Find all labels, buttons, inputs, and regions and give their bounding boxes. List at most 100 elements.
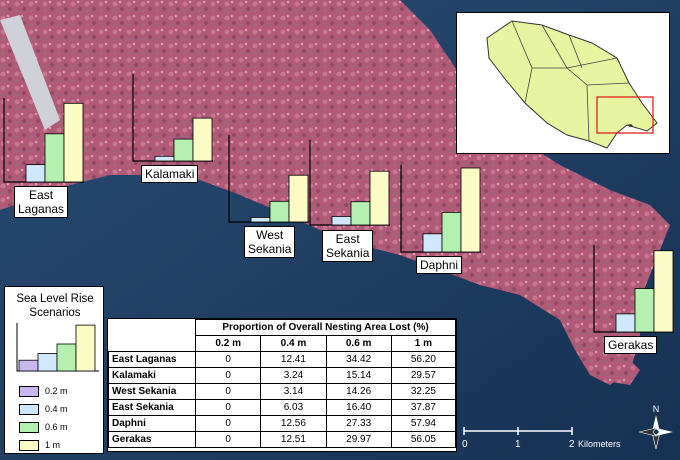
table-column-header: 1 m — [390, 335, 457, 352]
legend-swatch — [19, 404, 39, 416]
table-column-header: 0.6 m — [325, 335, 392, 352]
bar-04m — [25, 164, 46, 183]
table-cell: 57.94 — [390, 415, 457, 432]
site-chart-kalamaki — [132, 74, 213, 162]
bar-1m — [369, 170, 390, 226]
table-cell: 12.41 — [260, 351, 327, 368]
north-arrow-icon: N — [638, 404, 673, 450]
table-corner — [108, 335, 197, 352]
bar-04m — [615, 313, 636, 333]
bar-06m — [634, 288, 655, 333]
table-cell: 0 — [195, 383, 262, 400]
land-mass — [0, 0, 670, 385]
bar-06m — [173, 138, 194, 162]
table-row: East Laganas 0 12.41 34.42 56.20 — [107, 351, 457, 368]
district-lines — [511, 20, 630, 142]
bar-06m — [44, 133, 65, 183]
table-cell: 16.40 — [325, 399, 392, 416]
nesting-area-table: Proportion of Overall Nesting Area Lost … — [107, 318, 457, 452]
site-label-kalamaki: Kalamaki — [141, 165, 199, 183]
bar-06m — [269, 200, 290, 223]
legend-item-1m: 1 m — [19, 439, 60, 452]
legend-swatch — [19, 440, 39, 452]
table-cell: 29.97 — [325, 431, 392, 448]
table-cell: 56.05 — [390, 431, 457, 448]
site-chart-east-sekania — [309, 139, 390, 226]
table-cell: 3.14 — [260, 383, 327, 400]
legend-item-0-6m: 0.6 m — [19, 421, 68, 434]
bar-04m — [154, 155, 175, 162]
bar-04m — [331, 216, 352, 226]
table-row-site: West Sekania — [107, 383, 197, 400]
table-row: Kalamaki 0 3.24 15.14 29.57 — [107, 367, 457, 384]
legend-title: Sea Level Rise Scenarios — [16, 293, 94, 319]
legend-label: 0.6 m — [45, 422, 68, 432]
scale-bar: 0 1 2 Kilometers — [462, 427, 621, 450]
table-cell: 0 — [195, 351, 262, 368]
scale-tick-1: 1 — [515, 439, 521, 450]
table-cell: 14.26 — [325, 383, 392, 400]
site-label-west-sekania: West Sekania — [244, 226, 296, 258]
bar-06m — [441, 211, 462, 253]
legend-sample-bar — [75, 324, 96, 372]
legend-sample-bar — [18, 359, 39, 372]
bar-1m — [63, 102, 84, 183]
site-label-east-sekania: East Sekania — [322, 230, 374, 262]
bar-04m — [422, 233, 443, 253]
legend-item-0-2m: 0.2 m — [19, 385, 68, 398]
legend-label: 1 m — [45, 440, 61, 450]
scale-unit: Kilometers — [578, 439, 621, 449]
airport-strip — [0, 15, 60, 130]
table-row-site: Kalamaki — [107, 367, 197, 384]
site-label-east-laganas: East Laganas — [14, 186, 69, 218]
scale-tick-0: 0 — [462, 439, 468, 450]
table-cell: 12.56 — [260, 415, 327, 432]
table-cell: 15.14 — [325, 367, 392, 384]
bar-1m — [288, 174, 309, 223]
table-cell: 37.87 — [390, 399, 457, 416]
site-chart-daphni — [400, 165, 481, 253]
bar-1m — [653, 250, 674, 333]
table-row-site: Gerakas — [107, 431, 197, 448]
table-row-site: Daphni — [107, 415, 197, 432]
bar-1m — [460, 167, 481, 253]
table-cell: 0 — [195, 431, 262, 448]
table-cell: 29.57 — [390, 367, 457, 384]
legend-swatch — [19, 386, 39, 398]
table-row: East Sekania 0 6.03 16.40 37.87 — [107, 399, 457, 416]
table-cell: 0 — [195, 415, 262, 432]
site-label-daphni: Daphni — [416, 256, 463, 274]
site-chart-west-sekania — [228, 135, 309, 223]
inset-location-map — [456, 12, 670, 154]
legend-sample-bar — [56, 343, 77, 372]
site-chart-gerakas — [593, 245, 674, 333]
table-cell: 56.20 — [390, 351, 457, 368]
table-row-site: East Laganas — [107, 351, 197, 368]
site-chart-east-laganas — [3, 98, 84, 183]
table-cell: 12.51 — [260, 431, 327, 448]
legend-swatch — [19, 422, 39, 434]
table-row: West Sekania 0 3.14 14.26 32.25 — [107, 383, 457, 400]
legend-sample-bar — [37, 353, 58, 372]
bar-1m — [192, 117, 213, 162]
study-area-highlight — [596, 96, 654, 134]
table-corner — [109, 320, 196, 336]
scale-tick-2: 2 — [569, 439, 575, 450]
legend-item-0-4m: 0.4 m — [19, 403, 68, 416]
legend-label: 0.2 m — [45, 386, 68, 396]
island-outline — [486, 20, 658, 149]
table-column-header: 0.4 m — [260, 335, 327, 352]
table-cell: 32.25 — [390, 383, 457, 400]
table-row: Gerakas 0 12.51 29.97 56.05 — [107, 431, 457, 448]
island-shape — [486, 20, 658, 149]
table-cell: 0 — [195, 367, 262, 384]
bar-06m — [350, 201, 371, 226]
gerakas-peninsula — [590, 350, 640, 385]
table-title: Proportion of Overall Nesting Area Lost … — [195, 319, 456, 336]
table-cell: 3.24 — [260, 367, 327, 384]
table-column-header: 0.2 m — [195, 335, 262, 352]
legend-label: 0.4 m — [45, 404, 68, 414]
table-row: Daphni 0 12.56 27.33 57.94 — [107, 415, 457, 432]
table-cell: 0 — [195, 399, 262, 416]
